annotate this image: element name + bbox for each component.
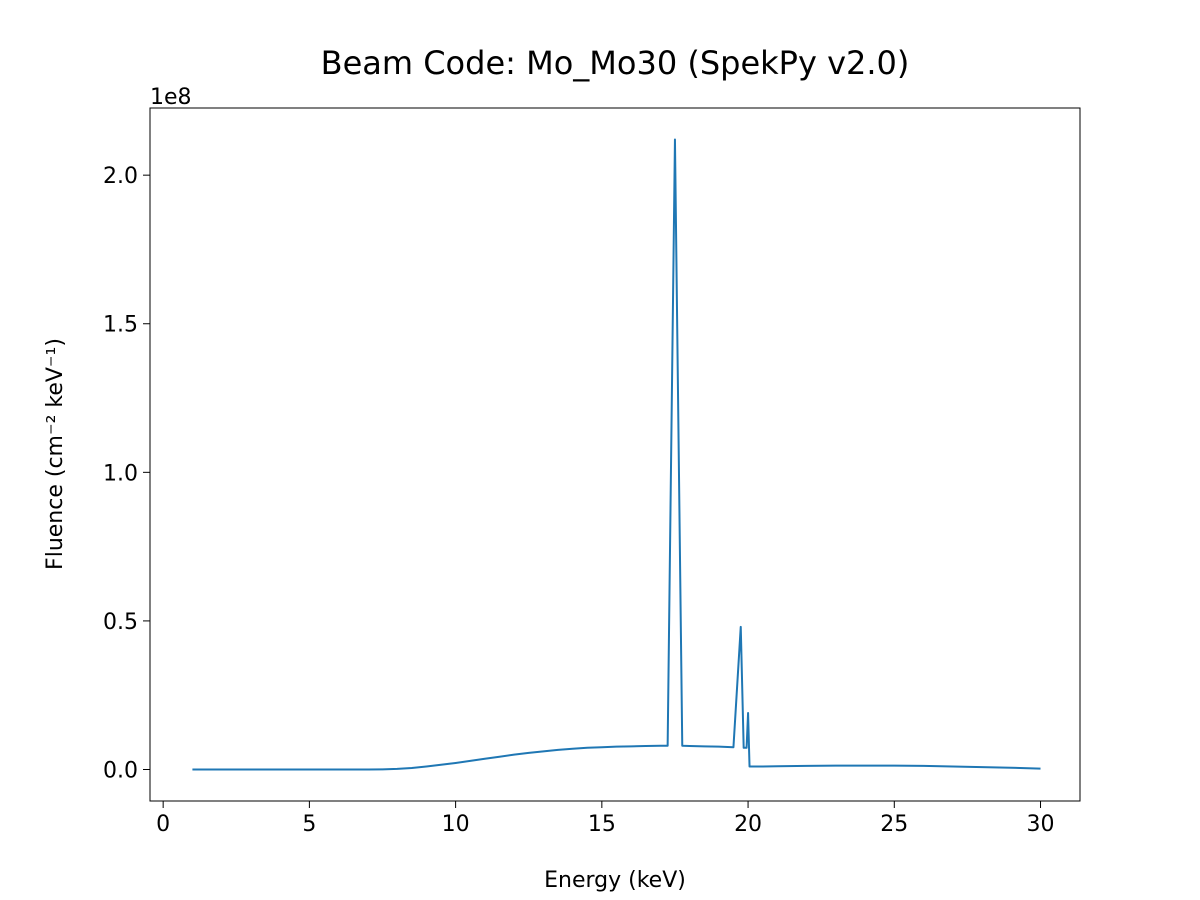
y-offset-label: 1e8: [150, 85, 192, 110]
x-tick-label: 20: [734, 812, 762, 837]
plot-area: 0 5 10 15 20 25 30 0.0 0.5 1.0 1.5 2.0: [103, 107, 1081, 837]
x-tick-label: 5: [302, 812, 316, 837]
x-axis-ticks: 0 5 10 15 20 25 30: [156, 801, 1055, 837]
y-tick-label: 1.0: [103, 461, 138, 486]
y-tick-label: 0.5: [103, 610, 138, 635]
y-tick-label: 2.0: [103, 164, 138, 189]
x-tick-label: 10: [442, 812, 470, 837]
y-tick-label: 0.0: [103, 759, 138, 784]
y-axis-ticks: 0.0 0.5 1.0 1.5 2.0: [103, 164, 150, 784]
axes-frame: [149, 107, 1081, 802]
y-tick-label: 1.5: [103, 313, 138, 338]
series-line: [192, 138, 1041, 771]
x-tick-label: 15: [588, 812, 616, 837]
x-tick-label: 30: [1027, 812, 1055, 837]
x-tick-label: 25: [880, 812, 908, 837]
x-axis-label: Energy (keV): [544, 868, 686, 893]
chart-title: Beam Code: Mo_Mo30 (SpekPy v2.0): [321, 44, 910, 82]
x-tick-label: 0: [156, 812, 170, 837]
y-axis-label: Fluence (cm⁻² keV⁻¹): [43, 338, 68, 570]
